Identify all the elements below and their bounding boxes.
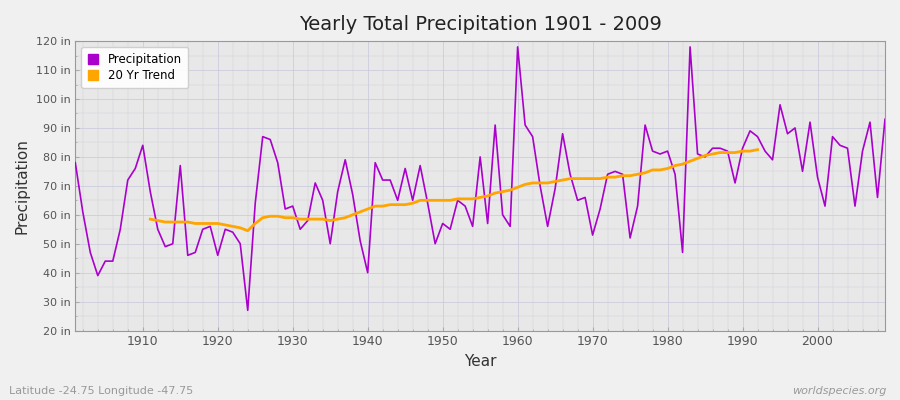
Text: Latitude -24.75 Longitude -47.75: Latitude -24.75 Longitude -47.75 (9, 386, 194, 396)
Precipitation (302, 218, 313, 223)
20 Yr Trend (437, 198, 448, 203)
Legend: Precipitation, 20 Yr Trend: Precipitation, 20 Yr Trend (81, 47, 188, 88)
20 Yr Trend (242, 228, 253, 233)
20 Yr Trend (640, 170, 651, 175)
20 Yr Trend (325, 218, 336, 223)
Precipitation (617, 172, 628, 177)
20 Yr Trend (752, 147, 763, 152)
Precipitation (242, 308, 253, 313)
20 Yr Trend (295, 217, 306, 222)
20 Yr Trend (145, 217, 156, 222)
Precipitation (879, 117, 890, 122)
20 Yr Trend (318, 217, 328, 222)
Precipitation (347, 192, 358, 197)
Line: 20 Yr Trend: 20 Yr Trend (150, 150, 758, 231)
Precipitation (512, 44, 523, 49)
Y-axis label: Precipitation: Precipitation (15, 138, 30, 234)
X-axis label: Year: Year (464, 354, 497, 369)
Line: Precipitation: Precipitation (76, 47, 885, 310)
Precipitation (519, 123, 530, 128)
Precipitation (130, 166, 140, 171)
Text: worldspecies.org: worldspecies.org (792, 386, 886, 396)
20 Yr Trend (625, 173, 635, 178)
Precipitation (70, 160, 81, 165)
Precipitation (527, 134, 538, 139)
Title: Yearly Total Precipitation 1901 - 2009: Yearly Total Precipitation 1901 - 2009 (299, 15, 662, 34)
